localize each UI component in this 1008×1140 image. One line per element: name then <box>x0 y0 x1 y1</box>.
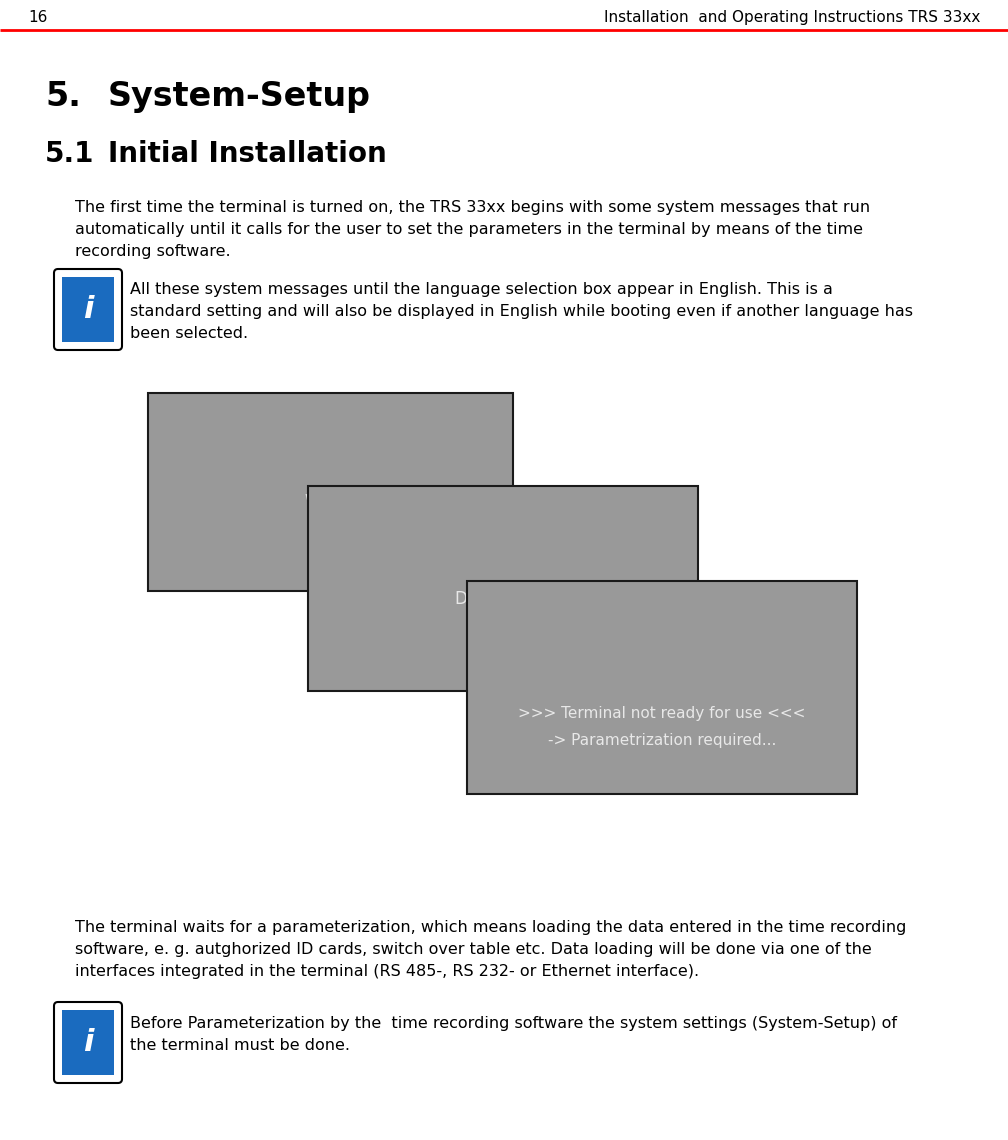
Text: interfaces integrated in the terminal (RS 485-, RS 232- or Ethernet interface).: interfaces integrated in the terminal (R… <box>75 964 700 979</box>
Text: i: i <box>83 295 94 324</box>
Text: Before Parameterization by the  time recording software the system settings (Sys: Before Parameterization by the time reco… <box>130 1016 897 1031</box>
Text: 16: 16 <box>28 10 47 25</box>
Bar <box>308 486 698 691</box>
FancyBboxPatch shape <box>54 1002 122 1083</box>
Bar <box>62 1010 114 1075</box>
Text: -> Parametrization required...: -> Parametrization required... <box>547 733 776 748</box>
Text: i: i <box>83 1028 94 1057</box>
Text: been selected.: been selected. <box>130 326 248 341</box>
Text: The terminal waits for a parameterization, which means loading the data entered : The terminal waits for a parameterizatio… <box>75 920 906 935</box>
Bar <box>62 277 114 342</box>
Text: Wait...: Wait... <box>304 492 357 511</box>
Text: The first time the terminal is turned on, the TRS 33xx begins with some system m: The first time the terminal is turned on… <box>75 200 870 215</box>
Text: All these system messages until the language selection box appear in English. Th: All these system messages until the lang… <box>130 282 833 298</box>
Text: Installation  and Operating Instructions TRS 33xx: Installation and Operating Instructions … <box>604 10 980 25</box>
Text: standard setting and will also be displayed in English while booting even if ano: standard setting and will also be displa… <box>130 304 913 319</box>
Text: Initial Installation: Initial Installation <box>108 140 387 168</box>
Text: software, e. g. autghorized ID cards, switch over table etc. Data loading will b: software, e. g. autghorized ID cards, sw… <box>75 942 872 956</box>
Text: automatically until it calls for the user to set the parameters in the terminal : automatically until it calls for the use… <box>75 222 863 237</box>
Bar <box>148 393 513 591</box>
Text: >>> Terminal not ready for use <<<: >>> Terminal not ready for use <<< <box>518 706 805 720</box>
Text: 5.: 5. <box>45 80 81 113</box>
FancyBboxPatch shape <box>54 269 122 350</box>
Text: System-Setup: System-Setup <box>108 80 371 113</box>
Bar <box>467 581 857 793</box>
Text: DB-Check...: DB-Check... <box>455 589 551 608</box>
Text: recording software.: recording software. <box>75 244 231 259</box>
Text: the terminal must be done.: the terminal must be done. <box>130 1039 350 1053</box>
Text: 5.1: 5.1 <box>45 140 95 168</box>
